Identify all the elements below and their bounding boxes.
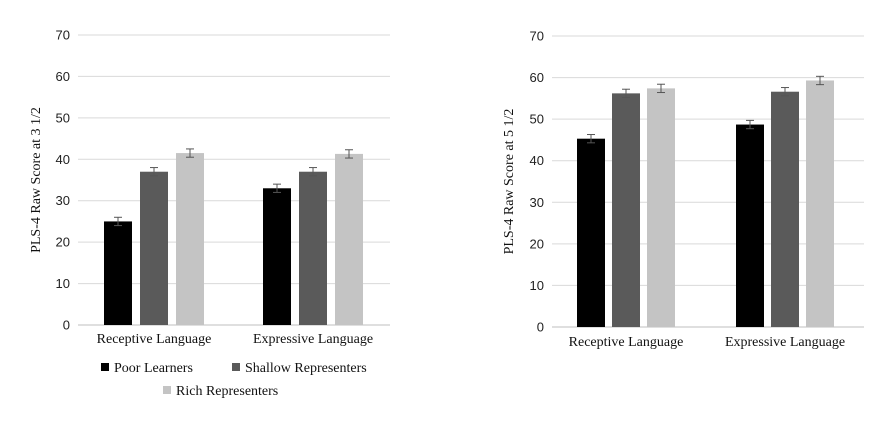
- y-axis-label: PLS-4 Raw Score at 5 1/2: [502, 109, 517, 255]
- bar-poor-learners: [736, 124, 764, 327]
- y-tick-label: 10: [56, 276, 70, 291]
- error-bar: [816, 75, 824, 86]
- legend-label: Poor Learners: [114, 361, 193, 376]
- y-tick-label: 10: [530, 278, 544, 293]
- y-tick-label: 50: [530, 112, 544, 127]
- legend-item: Rich Representers: [163, 384, 278, 399]
- legend-label: Rich Representers: [176, 384, 278, 399]
- error-bar: [345, 149, 353, 159]
- chart-pls4-age-3-5: 0 10 20 30 40 50 60 70 PLS-4 Raw Score at 3 1/2 R…: [29, 28, 390, 347]
- y-tick-label: 20: [530, 236, 544, 251]
- error-bar: [273, 183, 281, 193]
- y-tick-label: 70: [530, 29, 544, 44]
- y-tick-label: 40: [56, 152, 70, 167]
- y-tick-label: 20: [56, 235, 70, 250]
- legend-label: Shallow Representers: [245, 361, 367, 376]
- error-bar: [186, 148, 194, 158]
- legend: Poor Learners Shallow Representers Rich Re…: [101, 361, 367, 399]
- y-tick-label: 50: [56, 110, 70, 125]
- bar-poor-learners: [104, 221, 132, 325]
- error-bar: [150, 167, 158, 177]
- error-bar: [781, 87, 789, 97]
- bar-shallow-representers: [771, 91, 799, 327]
- x-category-label: Expressive Language: [253, 332, 373, 347]
- y-tick-label: 30: [530, 195, 544, 210]
- x-category-label: Expressive Language: [725, 335, 845, 350]
- legend-item: Poor Learners: [101, 361, 193, 376]
- bar-shallow-representers: [299, 171, 327, 325]
- bar-rich-representers: [176, 153, 204, 325]
- error-bar: [309, 167, 317, 177]
- y-tick-label: 70: [56, 28, 70, 43]
- bar-rich-representers: [647, 88, 675, 327]
- y-tick-label: 30: [56, 193, 70, 208]
- y-tick-label: 0: [63, 318, 70, 333]
- error-bar: [587, 134, 595, 144]
- x-category-label: Receptive Language: [569, 335, 684, 350]
- bar-rich-representers: [806, 80, 834, 327]
- error-bar: [746, 119, 754, 130]
- error-bar: [622, 88, 630, 99]
- bar-shallow-representers: [140, 171, 168, 325]
- legend-swatch: [163, 386, 171, 394]
- legend-swatch: [232, 363, 240, 371]
- bar-poor-learners: [263, 188, 291, 325]
- error-bar: [114, 216, 122, 227]
- x-category-label: Receptive Language: [97, 332, 212, 347]
- y-axis-label: PLS-4 Raw Score at 3 1/2: [29, 107, 44, 253]
- y-tick-label: 60: [56, 69, 70, 84]
- bar-shallow-representers: [612, 93, 640, 328]
- y-tick-label: 60: [530, 70, 544, 85]
- legend-swatch: [101, 363, 109, 371]
- error-bar: [657, 83, 665, 94]
- y-tick-label: 40: [530, 153, 544, 168]
- bar-rich-representers: [335, 153, 363, 325]
- y-tick-label: 0: [537, 320, 544, 335]
- chart-pls4-age-5-5: 0 10 20 30 40 50 60 70 PLS-4 Raw Score at 5 1/2 R…: [502, 29, 864, 350]
- legend-item: Shallow Representers: [232, 361, 367, 376]
- bar-poor-learners: [577, 138, 605, 327]
